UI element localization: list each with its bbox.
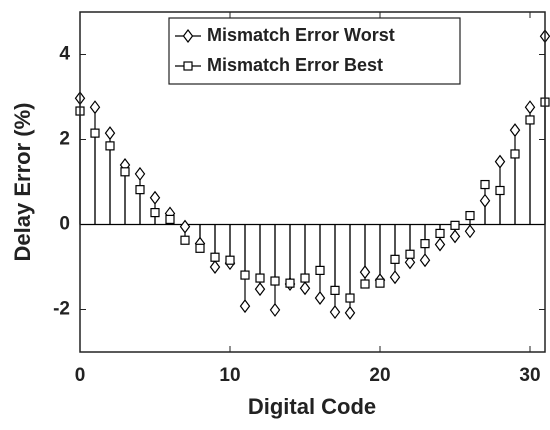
plot-frame [79,11,546,353]
marker [165,214,175,224]
marker [464,224,476,239]
marker [329,305,341,320]
marker [480,179,490,190]
x-tick-label: 10 [219,365,240,386]
marker [389,270,401,285]
marker [183,61,193,71]
marker [375,278,385,288]
legend-box [168,17,461,85]
marker [180,235,190,245]
y-tick-label: 2 [59,129,70,150]
marker [89,100,101,115]
marker [179,219,191,234]
marker [525,115,535,125]
marker [330,285,340,295]
y-axis-label: Delay Error (%) [10,103,35,262]
marker [270,276,280,286]
marker [345,293,355,303]
marker [239,299,251,314]
y-tick-label: 0 [59,214,70,235]
x-tick-label: 30 [519,365,540,386]
marker [359,265,371,280]
marker [524,100,536,115]
marker [449,229,461,244]
marker [255,273,265,283]
marker [299,281,311,296]
marker [314,291,326,306]
marker [479,193,491,208]
marker [300,273,310,283]
legend-text: Mismatch Error Best [207,55,383,75]
marker [495,185,505,196]
marker [104,126,116,141]
marker [150,208,160,218]
x-tick-label: 20 [369,365,390,386]
marker [225,255,235,265]
marker [390,254,400,264]
marker [509,123,521,138]
marker [344,305,356,320]
marker [195,243,205,253]
marker [269,302,281,317]
marker [465,210,475,221]
marker [209,260,221,274]
legend-text: Mismatch Error Worst [207,25,395,45]
marker [285,278,295,288]
marker [210,252,220,262]
x-tick-label: 0 [75,365,86,386]
marker [254,282,266,297]
marker [360,279,370,289]
marker [494,154,506,169]
marker [510,149,520,159]
marker [315,265,325,275]
marker [404,255,416,270]
marker [182,29,194,43]
marker [134,166,146,181]
y-tick-label: -2 [53,299,70,320]
marker [135,185,145,195]
marker [90,128,100,138]
y-tick-label: 4 [59,44,70,65]
marker [149,190,161,205]
marker [419,253,431,268]
marker [120,167,130,177]
marker [420,239,430,249]
marker [435,228,445,239]
marker [434,237,446,252]
x-axis-label: Digital Code [248,394,376,419]
marker [405,249,415,259]
marker [450,220,460,230]
marker [240,270,250,280]
legend: Mismatch Error Worst Mismatch Error Best [168,17,461,85]
marker [105,141,115,151]
